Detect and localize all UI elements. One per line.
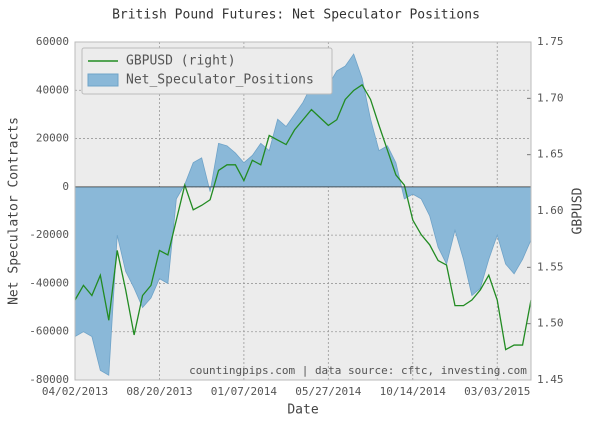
legend-label: Net_Speculator_Positions — [126, 73, 314, 88]
line — [74, 83, 532, 351]
x-tick-label: 05/27/2014 — [295, 385, 362, 398]
x-axis-label: Date — [287, 403, 318, 418]
y-tick-label: -20000 — [29, 228, 69, 241]
y-tick-label: -80000 — [29, 373, 69, 386]
x-tick-label: 08/20/2013 — [126, 385, 192, 398]
y-tick-label: -40000 — [29, 276, 69, 289]
x-tick-label: 10/14/2014 — [380, 385, 447, 398]
legend-label: GBPUSD (right) — [126, 54, 236, 69]
y-tick-label: 20000 — [36, 132, 69, 145]
y2-tick-label: 1.45 — [537, 373, 564, 386]
x-tick-label: 03/03/2015 — [464, 385, 530, 398]
y2-tick-label: 1.75 — [537, 35, 564, 48]
x-tick-label: 04/02/2013 — [42, 385, 108, 398]
y2-tick-label: 1.70 — [537, 91, 564, 104]
y2-tick-label: 1.60 — [537, 204, 564, 217]
y2-tick-label: 1.65 — [537, 148, 564, 161]
y2-axis-label: GBPUSD — [571, 187, 586, 234]
legend-swatch — [87, 73, 119, 87]
plot-frame — [74, 41, 532, 381]
annotation: countingpips.com | data source: cftc, in… — [189, 364, 527, 377]
y-tick-label: 0 — [62, 180, 69, 193]
y-tick-label: -60000 — [29, 325, 69, 338]
y-tick-label: 60000 — [36, 35, 69, 48]
y2-tick-label: 1.50 — [537, 317, 564, 330]
y-axis-label: Net Speculator Contracts — [7, 117, 22, 305]
legend-box — [81, 47, 333, 95]
y-tick-label: 40000 — [36, 83, 69, 96]
legend: GBPUSD (right) Net_Speculator_Positions — [81, 47, 333, 95]
x-tick-label: 01/07/2014 — [211, 385, 278, 398]
chart-title: British Pound Futures: Net Speculator Po… — [112, 8, 480, 23]
y2-tick-label: 1.55 — [537, 260, 564, 273]
